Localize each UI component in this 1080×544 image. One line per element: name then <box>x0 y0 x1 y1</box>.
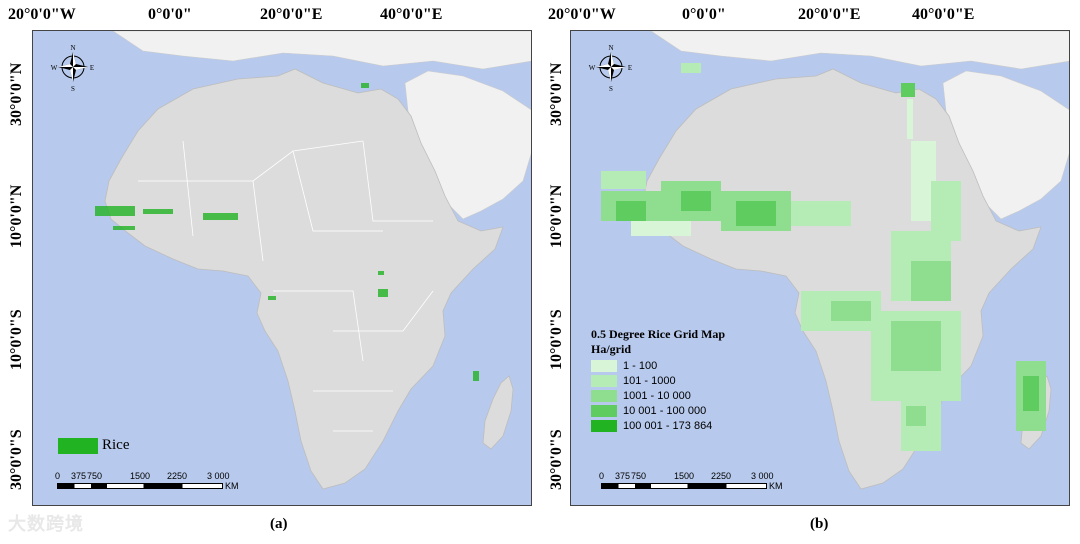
scale-tick-0-b: 0 <box>599 471 605 481</box>
legend-title: 0.5 Degree Rice Grid Map <box>591 327 726 341</box>
caption-b: (b) <box>810 516 829 532</box>
tick-top-20e: 20°0'0"E <box>260 6 323 23</box>
scale-tick-375: 375 <box>71 471 87 481</box>
compass-e: E <box>90 64 94 72</box>
tick-left-30s-b: 30°0'0"S <box>548 429 565 490</box>
scale-tick-375-b: 375 <box>615 471 631 481</box>
scale-tick-2250-b: 2250 <box>711 471 732 481</box>
panel-b: 20°0'0"W 0°0'0" 20°0'0"E 40°0'0"E 30°0'0… <box>540 0 1080 544</box>
tick-top-20w-b: 20°0'0"W <box>548 6 616 23</box>
swatch-class-1 <box>591 360 617 372</box>
swatch-class-3 <box>591 390 617 402</box>
caption-a: (a) <box>270 516 288 532</box>
country-borders <box>138 140 434 432</box>
compass-e-b: E <box>628 64 632 72</box>
legend-a: Rice <box>58 437 130 454</box>
tick-top-40e: 40°0'0"E <box>380 6 443 23</box>
scale-tick-1500: 1500 <box>130 471 151 481</box>
scale-tick-2250: 2250 <box>167 471 188 481</box>
compass-w: W <box>51 64 58 72</box>
legend-unit: Ha/grid <box>591 342 632 356</box>
legend-b: 0.5 Degree Rice Grid Map Ha/grid 1 - 100… <box>591 327 725 432</box>
scale-tick-750-b: 750 <box>631 471 647 481</box>
scale-tick-3000-b: 3 000 <box>751 471 774 481</box>
map-b-svg: N S E W <box>589 31 1069 490</box>
compass-n-b: N <box>608 44 613 52</box>
compass-rose-icon: N S E W <box>51 44 94 93</box>
scale-bar-graphic-b <box>601 483 767 489</box>
compass-n: N <box>70 44 75 52</box>
scale-tick-0: 0 <box>55 471 61 481</box>
europe-land <box>112 31 531 70</box>
rice-areas <box>95 83 479 381</box>
tick-top-20e-b: 20°0'0"E <box>798 6 861 23</box>
swatch-class-4 <box>591 405 617 417</box>
tick-top-40e-b: 40°0'0"E <box>912 6 975 23</box>
legend-class-3-label: 1001 - 10 000 <box>623 390 691 402</box>
rice-grid-cells <box>601 63 1046 451</box>
legend-class-4-label: 10 001 - 100 000 <box>623 405 707 417</box>
legend-class-5-label: 100 001 - 173 864 <box>623 420 713 432</box>
legend-class-3: 1001 - 10 000 <box>591 390 725 402</box>
watermark: 大数跨境 <box>8 514 84 535</box>
legend-class-2-label: 101 - 1000 <box>623 375 676 387</box>
tick-left-10s-b: 10°0'0"S <box>548 309 565 370</box>
tick-top-0: 0°0'0" <box>148 6 192 23</box>
scale-unit: KM <box>225 481 239 491</box>
rice-swatch <box>58 437 98 454</box>
tick-left-10n-b: 10°0'0"N <box>548 184 565 248</box>
compass-s: S <box>71 85 75 93</box>
tick-left-30n: 30°0'0"N <box>8 62 25 126</box>
tick-left-30n-b: 30°0'0"N <box>548 62 565 126</box>
legend-class-2: 101 - 1000 <box>591 375 725 387</box>
legend-class-5: 100 001 - 173 864 <box>591 420 725 432</box>
legend-class-1-label: 1 - 100 <box>623 360 658 372</box>
map-b: N S E W 0.5 Degree Rice Grid Map Ha/grid… <box>570 30 1070 506</box>
legend-class-4: 10 001 - 100 000 <box>591 405 725 417</box>
scale-bar-graphic <box>57 483 223 489</box>
scale-tick-3000: 3 000 <box>207 471 230 481</box>
scale-bar-b: 0 375 750 1500 2250 3 000 KM <box>599 471 799 491</box>
scale-tick-1500-b: 1500 <box>674 471 695 481</box>
scale-unit-b: KM <box>769 481 783 491</box>
swatch-class-5 <box>591 420 617 432</box>
panel-a: 20°0'0"W 0°0'0" 20°0'0"E 40°0'0"E 30°0'0… <box>8 6 532 535</box>
compass-rose-icon-b: N S E W <box>589 44 632 93</box>
map-a: N S E W Rice 0 375 750 1500 2250 3 000 K… <box>32 30 532 506</box>
legend-rice-label: Rice <box>102 437 130 453</box>
tick-left-30s: 30°0'0"S <box>8 429 25 490</box>
legend-class-1: 1 - 100 <box>591 360 725 372</box>
tick-left-10n: 10°0'0"N <box>8 184 25 248</box>
compass-w-b: W <box>589 64 596 72</box>
tick-left-10s: 10°0'0"S <box>8 309 25 370</box>
scale-bar-a: 0 375 750 1500 2250 3 000 KM <box>55 471 255 491</box>
swatch-class-2 <box>591 375 617 387</box>
tick-top-20w: 20°0'0"W <box>8 6 76 23</box>
madagascar-land <box>482 375 514 450</box>
map-a-svg: N S E W <box>51 31 531 490</box>
compass-s-b: S <box>609 85 613 93</box>
tick-top-0-b: 0°0'0" <box>682 6 726 23</box>
europe-land-b <box>650 31 1069 70</box>
scale-tick-750: 750 <box>87 471 103 481</box>
